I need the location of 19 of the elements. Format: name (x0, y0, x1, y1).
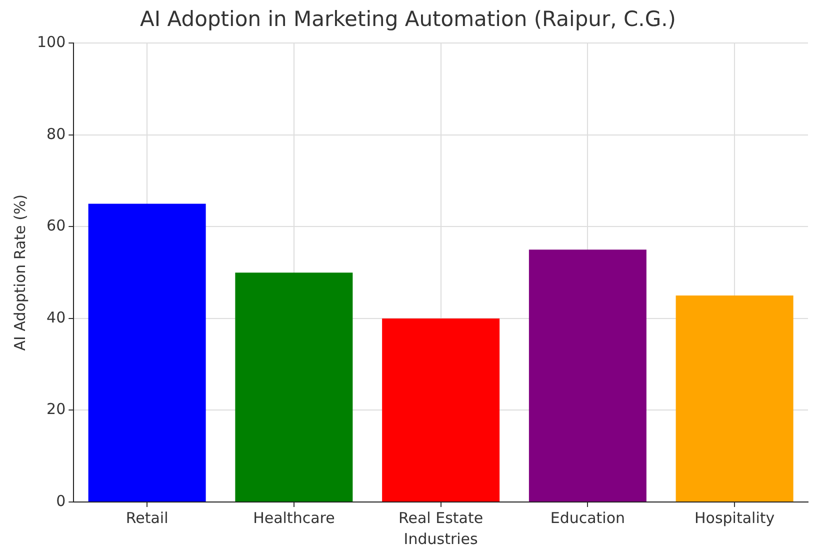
y-tick-label: 80 (46, 124, 66, 143)
bar (676, 296, 794, 502)
x-tick-label: Healthcare (253, 508, 335, 527)
chart-title: AI Adoption in Marketing Automation (Raipur, C.G.) (140, 7, 676, 32)
y-tick-label: 40 (46, 308, 66, 326)
y-tick-label: 0 (56, 492, 66, 510)
x-tick-label: Retail (126, 508, 168, 527)
y-tick-label: 60 (46, 216, 66, 235)
bar (88, 204, 206, 502)
x-axis-title: Industries (404, 530, 478, 548)
x-tick-label: Real Estate (398, 508, 484, 527)
x-tick-label: Hospitality (694, 508, 775, 527)
y-tick-label: 20 (46, 400, 66, 418)
x-tick-label: Education (550, 508, 626, 527)
y-tick-label: 100 (36, 33, 66, 52)
bar (382, 318, 500, 502)
bar (528, 250, 646, 502)
bar (235, 272, 353, 502)
y-axis-title: AI Adoption Rate (%) (10, 194, 29, 351)
